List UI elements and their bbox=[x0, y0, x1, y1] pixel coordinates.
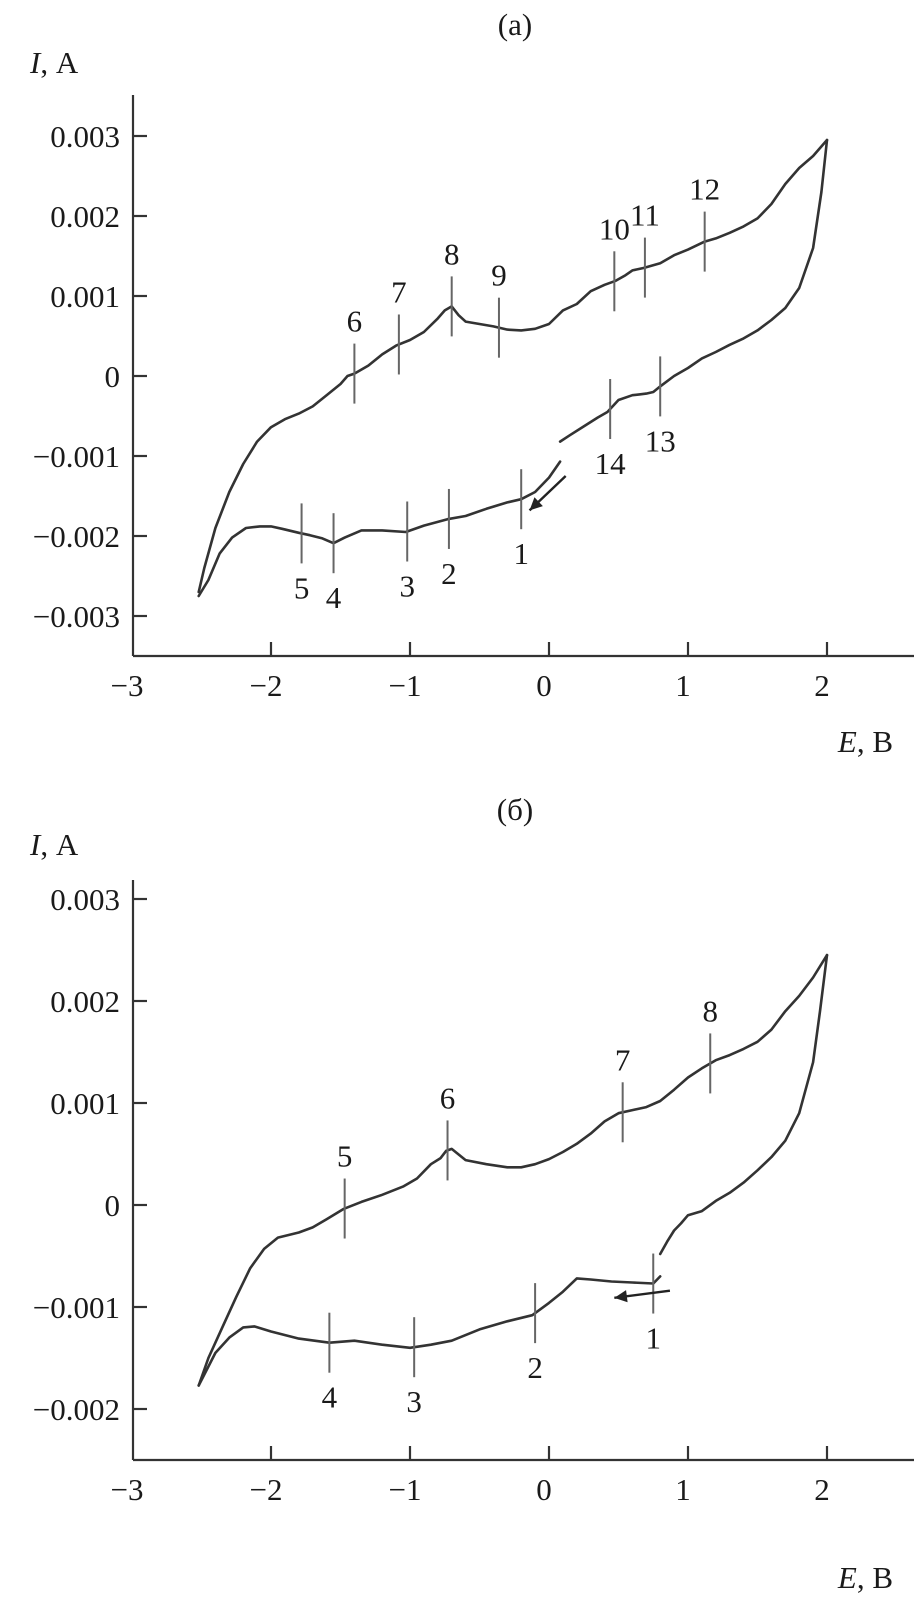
panel-title: (б) bbox=[497, 792, 533, 827]
peak-label: 14 bbox=[595, 446, 627, 481]
x-tick-label: −1 bbox=[389, 1472, 422, 1507]
y-tick-label: 0.001 bbox=[50, 279, 120, 314]
y-tick-label: 0.002 bbox=[50, 984, 120, 1019]
peak-label: 2 bbox=[441, 556, 457, 591]
panel-b: (б) I, А E, В 0.003 0.002 0.001 0 −0.001 −0.002 −… bbox=[29, 792, 914, 1595]
series-line-reverse-scan bbox=[558, 138, 829, 443]
y-tick-label: −0.002 bbox=[33, 519, 120, 554]
x-axis-label: E, В bbox=[837, 724, 893, 759]
peak-label: 11 bbox=[630, 198, 660, 233]
y-tick-label: 0.002 bbox=[50, 199, 120, 234]
peak-label: 1 bbox=[646, 1321, 662, 1356]
scan-direction-arrowhead bbox=[614, 1290, 628, 1303]
peak-label: 12 bbox=[689, 172, 720, 207]
y-tick-label: 0 bbox=[105, 1188, 121, 1223]
y-axis-label-unit: , А bbox=[40, 45, 79, 80]
peak-label: 3 bbox=[399, 569, 415, 604]
x-tick-label: −2 bbox=[250, 668, 283, 703]
x-tick-label: 2 bbox=[814, 668, 830, 703]
y-tick-label: 0.003 bbox=[50, 119, 120, 154]
peak-label: 6 bbox=[347, 304, 363, 339]
x-axis-label-unit: , В bbox=[857, 1560, 893, 1595]
series-line-cathodic-scan bbox=[197, 1275, 662, 1387]
y-axis-label-variable: I bbox=[29, 827, 42, 862]
y-tick-label: 0 bbox=[105, 359, 121, 394]
x-tick-label: −3 bbox=[111, 1472, 144, 1507]
y-tick-label: −0.001 bbox=[33, 1290, 120, 1325]
x-tick-label: 1 bbox=[675, 668, 691, 703]
y-axis-label: I, А bbox=[29, 827, 79, 862]
x-tick-label: −3 bbox=[111, 668, 144, 703]
y-axis-label-variable: I bbox=[29, 45, 42, 80]
x-tick-label: 2 bbox=[814, 1472, 830, 1507]
scan-direction-arrowhead bbox=[529, 497, 543, 511]
y-tick-label: 0.003 bbox=[50, 882, 120, 917]
series-line-anodic-scan bbox=[197, 138, 829, 594]
peak-label: 9 bbox=[491, 258, 507, 293]
peak-label: 3 bbox=[406, 1384, 422, 1419]
y-axis-label-unit: , А bbox=[40, 827, 79, 862]
series-line-cathodic-scan bbox=[197, 460, 562, 598]
x-tick-label: 0 bbox=[536, 1472, 552, 1507]
peak-label: 13 bbox=[645, 423, 676, 458]
y-tick-label: −0.001 bbox=[33, 439, 120, 474]
panel-a: (а) I, А E, В 0.003 0.002 0.001 0 −0.001 −0.002 −… bbox=[29, 7, 914, 759]
x-tick-label: 0 bbox=[536, 668, 552, 703]
x-tick-label: −2 bbox=[250, 1472, 283, 1507]
peak-label: 7 bbox=[391, 274, 407, 309]
y-tick-label: 0.001 bbox=[50, 1086, 120, 1121]
peak-label: 8 bbox=[444, 236, 460, 271]
peak-label: 8 bbox=[702, 993, 718, 1028]
peak-label: 4 bbox=[322, 1380, 338, 1415]
y-tick-label: −0.003 bbox=[33, 599, 120, 634]
peak-label: 5 bbox=[337, 1139, 353, 1174]
x-axis-label-unit: , В bbox=[857, 724, 893, 759]
peak-label: 10 bbox=[599, 211, 630, 246]
peak-label: 1 bbox=[513, 536, 529, 571]
peak-label: 4 bbox=[326, 580, 342, 615]
y-tick-label: −0.002 bbox=[33, 1392, 120, 1427]
x-tick-label: −1 bbox=[389, 668, 422, 703]
series-line-reverse-scan bbox=[658, 953, 829, 1256]
series-line-anodic-scan bbox=[197, 953, 829, 1387]
x-axis-label-variable: E bbox=[837, 1560, 857, 1595]
y-axis-label: I, А bbox=[29, 45, 79, 80]
x-axis-label-variable: E bbox=[837, 724, 857, 759]
panel-title: (а) bbox=[498, 7, 532, 42]
x-tick-label: 1 bbox=[675, 1472, 691, 1507]
peak-label: 6 bbox=[440, 1080, 456, 1115]
peak-label: 7 bbox=[615, 1042, 631, 1077]
peak-label: 5 bbox=[294, 570, 310, 605]
x-axis-label: E, В bbox=[837, 1560, 893, 1595]
peak-label: 2 bbox=[527, 1350, 543, 1385]
